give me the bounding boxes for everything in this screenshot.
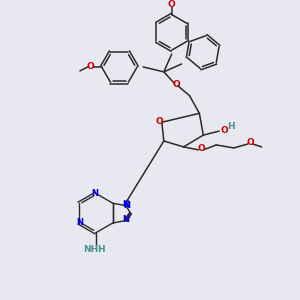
Text: H: H <box>227 122 235 131</box>
Text: H: H <box>97 245 104 254</box>
Text: O: O <box>173 80 181 89</box>
Text: O: O <box>168 0 176 9</box>
Text: O: O <box>197 144 205 153</box>
Text: O: O <box>220 126 228 135</box>
Text: N: N <box>91 189 98 198</box>
Text: O: O <box>155 117 163 126</box>
Text: NH: NH <box>83 245 98 254</box>
Text: N: N <box>76 218 83 227</box>
Text: N: N <box>122 215 129 224</box>
Text: N: N <box>123 201 130 210</box>
Text: O: O <box>87 62 94 71</box>
Text: O: O <box>247 139 255 148</box>
Text: N: N <box>122 200 129 209</box>
